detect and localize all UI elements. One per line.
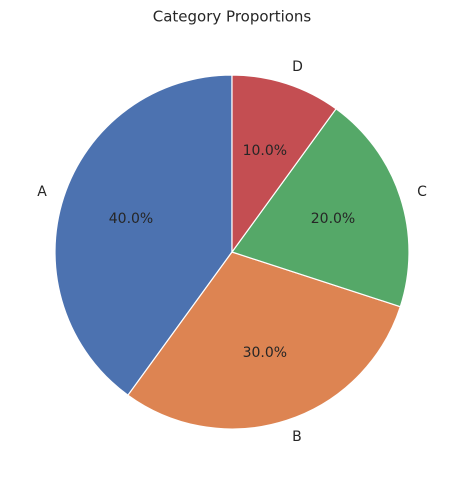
value-label: 40.0%	[109, 211, 153, 227]
value-label: 30.0%	[243, 345, 287, 361]
pie-slice	[231, 107, 410, 308]
slice-label: A	[37, 184, 47, 200]
pie-slice	[127, 251, 402, 430]
slice-label: C	[417, 184, 427, 200]
slice-label: D	[292, 59, 303, 75]
slice-label: B	[292, 429, 302, 445]
value-label: 20.0%	[311, 211, 355, 227]
chart-title: Category Proportions	[153, 8, 312, 26]
pie-slice	[54, 74, 233, 397]
pie-slice	[231, 74, 337, 254]
value-label: 10.0%	[243, 143, 287, 159]
